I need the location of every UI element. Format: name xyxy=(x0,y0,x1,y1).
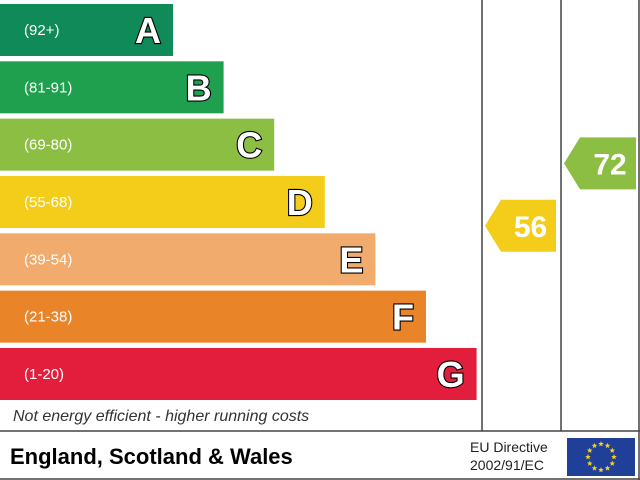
band-g: (1-20) G xyxy=(0,347,477,400)
flag-star-icon xyxy=(604,465,611,471)
band-range-label: (1-20) xyxy=(24,366,64,383)
band-range-label: (55-68) xyxy=(24,194,72,211)
flag-star-icon xyxy=(611,454,617,460)
flag-star-icon xyxy=(604,442,611,449)
potential-rating-marker: 72 xyxy=(564,137,636,190)
band-letter: B xyxy=(186,67,212,108)
band-a: (92+) A xyxy=(0,4,173,56)
flag-star-icon xyxy=(609,447,616,453)
band-e: (39-54) E xyxy=(0,233,376,286)
flag-star-icon xyxy=(586,460,593,466)
band-bar-g xyxy=(0,347,477,400)
band-letter: E xyxy=(339,239,363,280)
current-rating-marker: 56 xyxy=(485,199,556,252)
band-f: (21-38) F xyxy=(0,290,426,343)
eu-flag-icon xyxy=(567,438,635,476)
band-range-label: (39-54) xyxy=(24,251,72,268)
band-range-label: (81-91) xyxy=(24,79,72,96)
band-range-label: (92+) xyxy=(24,22,59,39)
band-bar-a xyxy=(0,4,173,56)
band-bar-b xyxy=(0,61,224,114)
rating-value: 56 xyxy=(514,211,547,244)
flag-star-icon xyxy=(585,454,591,460)
band-bar-c xyxy=(0,118,275,171)
rating-value: 72 xyxy=(593,148,626,181)
footer-note: Not energy efficient - higher running co… xyxy=(13,408,309,425)
band-range-label: (21-38) xyxy=(24,309,72,326)
rating-markers: 56 72 xyxy=(485,137,636,252)
band-letter: A xyxy=(135,10,161,51)
band-range-label: (69-80) xyxy=(24,137,72,154)
band-letter: C xyxy=(236,125,262,166)
band-letter: F xyxy=(392,297,414,338)
band-bar-e xyxy=(0,233,376,286)
flag-star-icon xyxy=(586,447,593,453)
flag-star-icon xyxy=(591,442,598,449)
band-b: (81-91) B xyxy=(0,61,224,114)
efficiency-bands: (92+) A (81-91) B (69-80) C (55-68) D (39-54) E (2… xyxy=(0,4,477,400)
band-bar-f xyxy=(0,290,426,343)
region-title: England, Scotland & Wales xyxy=(10,444,293,469)
directive-line-2: 2002/91/EC xyxy=(470,457,544,473)
band-letter: G xyxy=(437,354,465,395)
flag-star-icon xyxy=(598,441,604,447)
band-c: (69-80) C xyxy=(0,118,275,171)
directive-line-1: EU Directive xyxy=(470,439,548,455)
rating-arrow xyxy=(485,199,556,252)
flag-star-icon xyxy=(591,465,598,471)
band-letter: D xyxy=(287,182,313,223)
band-d: (55-68) D xyxy=(0,175,325,228)
flag-star-icon xyxy=(609,460,616,466)
rating-arrow xyxy=(564,137,636,190)
band-bar-d xyxy=(0,175,325,228)
flag-star-icon xyxy=(598,467,604,473)
